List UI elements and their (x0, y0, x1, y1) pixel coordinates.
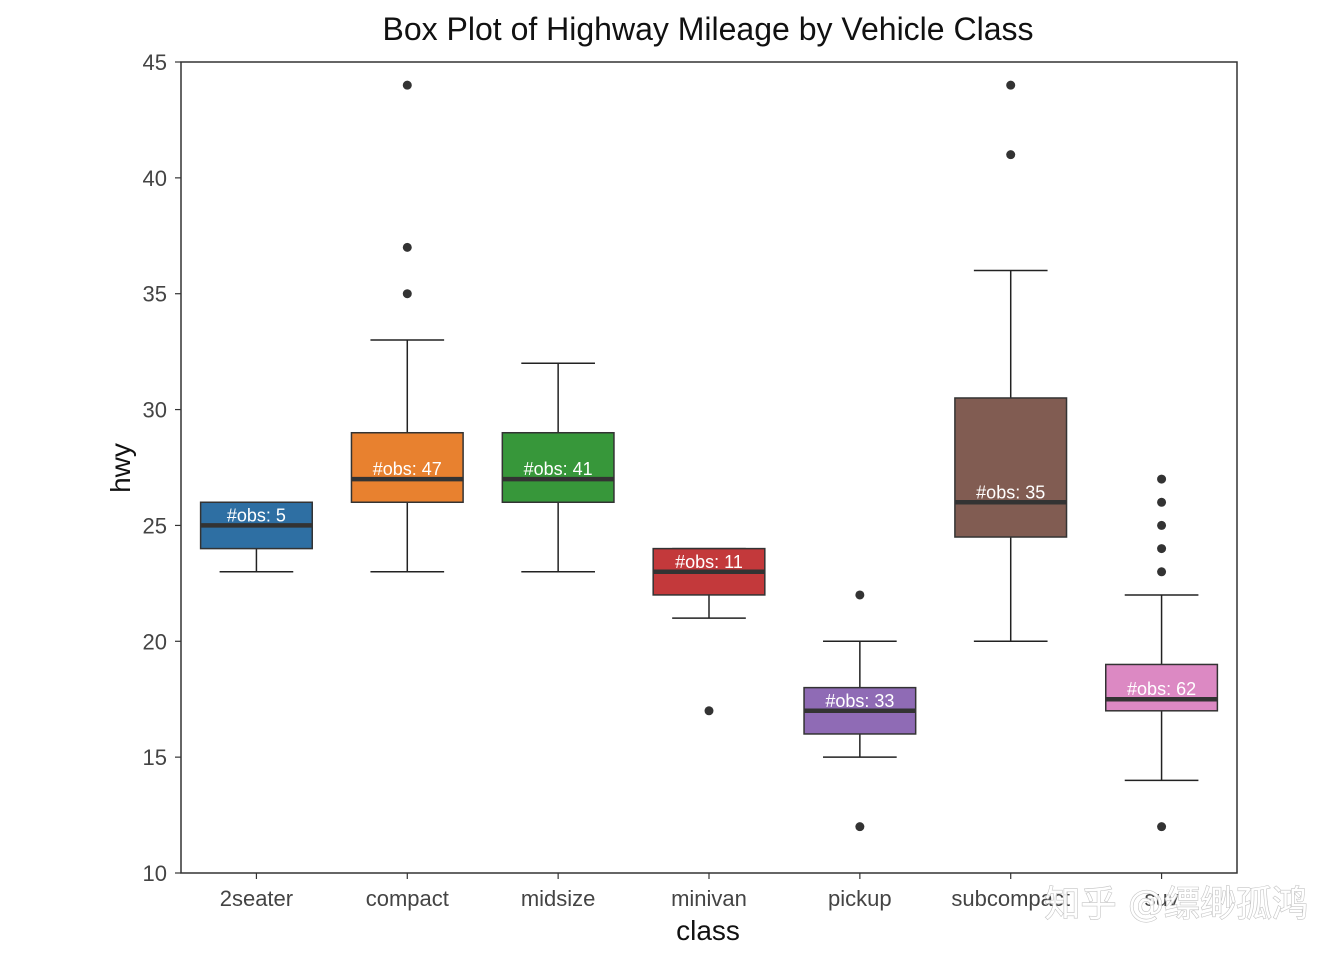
y-axis-title: hwy (105, 443, 136, 493)
x-tick-label: suv (1144, 886, 1178, 911)
y-axis: 10 15 20 25 30 35 40 45 (143, 50, 181, 886)
outlier-point (1157, 567, 1167, 577)
outlier-point (1006, 150, 1016, 160)
obs-count-label: #obs: 41 (524, 459, 593, 479)
box-group-compact: #obs: 47 (350, 80, 464, 573)
y-tick-label: 30 (143, 398, 167, 423)
x-tick-label: midsize (521, 886, 596, 911)
chart-title: Box Plot of Highway Mileage by Vehicle C… (383, 11, 1034, 47)
obs-count-label: #obs: 35 (976, 482, 1045, 502)
box-iqr (501, 431, 615, 504)
outlier-point (1157, 520, 1167, 530)
obs-count-label: #obs: 5 (227, 505, 286, 525)
x-axis: 2seater compact midsize minivan pickup subcom… (220, 873, 1179, 911)
outlier-point (402, 289, 412, 299)
box-group-minivan: #obs: 11 (652, 547, 766, 716)
obs-count-label: #obs: 11 (675, 552, 743, 572)
outlier-point (1157, 544, 1167, 554)
y-tick-label: 40 (143, 166, 167, 191)
box-iqr (350, 431, 464, 504)
outlier-point (704, 706, 714, 716)
x-tick-label: minivan (671, 886, 747, 911)
obs-count-label: #obs: 47 (373, 459, 442, 479)
boxes-layer: #obs: 5 #obs: 47 #obs: 41 #obs: 11 #obs: 33 #… (199, 80, 1219, 832)
obs-count-label: #obs: 62 (1127, 679, 1196, 699)
x-tick-label: subcompact (951, 886, 1070, 911)
y-tick-label: 20 (143, 629, 167, 654)
outlier-point (1157, 474, 1167, 484)
outlier-point (1157, 822, 1167, 832)
outlier-point (1157, 497, 1167, 507)
box-group-pickup: #obs: 33 (803, 590, 917, 832)
plot-frame (180, 61, 1238, 874)
y-tick-label: 35 (143, 282, 167, 307)
obs-count-label: #obs: 33 (825, 691, 894, 711)
x-tick-label: pickup (828, 886, 892, 911)
y-tick-label: 15 (143, 745, 167, 770)
x-axis-title: class (676, 915, 740, 946)
box-group-2seater: #obs: 5 (199, 501, 313, 573)
box-group-subcompact: #obs: 35 (954, 80, 1068, 643)
box-group-suv: #obs: 62 (1105, 474, 1219, 832)
y-tick-label: 25 (143, 513, 167, 538)
outlier-point (855, 590, 865, 600)
y-tick-label: 10 (143, 861, 167, 886)
outlier-point (855, 822, 865, 832)
outlier-point (402, 242, 412, 252)
watermark-text: 知乎 @缥缈孤鸿 (1045, 884, 1308, 925)
box-group-midsize: #obs: 41 (501, 362, 615, 573)
box-iqr (954, 397, 1068, 538)
box-iqr (1105, 663, 1219, 712)
y-tick-label: 45 (143, 50, 167, 75)
x-tick-label: compact (366, 886, 449, 911)
x-tick-label: 2seater (220, 886, 293, 911)
outlier-point (1006, 80, 1016, 90)
outlier-point (402, 80, 412, 90)
